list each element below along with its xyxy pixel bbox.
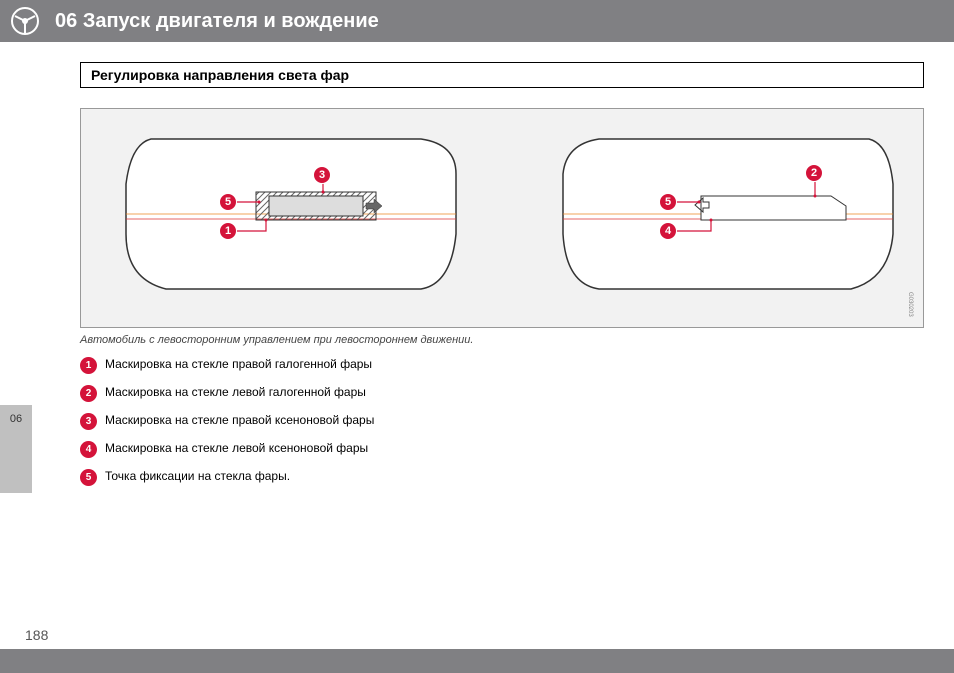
legend-number: 2 — [80, 385, 97, 402]
headlight-diagram: G030203 5 3 1 5 2 4 — [80, 108, 924, 328]
legend-number: 1 — [80, 357, 97, 374]
legend-item: 5 Точка фиксации на стекла фары. — [80, 468, 400, 486]
chapter-title: 06 Запуск двигателя и вождение — [55, 10, 379, 33]
callout-3: 3 — [313, 166, 331, 184]
legend-text: Маскировка на стекле правой ксеноновой ф… — [105, 412, 400, 429]
section-title-box: Регулировка направления света фар — [80, 62, 924, 88]
callout-2: 2 — [805, 164, 823, 182]
steering-wheel-icon — [10, 6, 40, 36]
headlight-left-svg — [111, 124, 471, 314]
legend-text: Маскировка на стекле правой галогенной ф… — [105, 356, 400, 373]
legend-text: Маскировка на стекле левой ксеноновой фа… — [105, 440, 400, 457]
legend-number: 5 — [80, 469, 97, 486]
legend-text: Маскировка на стекле левой галогенной фа… — [105, 384, 400, 401]
legend-item: 1 Маскировка на стекле правой галогенной … — [80, 356, 400, 374]
legend-item: 2 Маскировка на стекле левой галогенной ф… — [80, 384, 400, 402]
headlight-right-svg — [551, 124, 911, 314]
image-reference: G030203 — [907, 292, 913, 317]
footer-bar — [0, 649, 954, 673]
chapter-header: 06 Запуск двигателя и вождение — [0, 0, 954, 42]
page-number: 188 — [25, 627, 48, 643]
chapter-side-tab: 06 — [0, 405, 32, 493]
legend-number: 3 — [80, 413, 97, 430]
callout-5: 5 — [659, 193, 677, 211]
section-title: Регулировка направления света фар — [91, 67, 913, 83]
callout-1: 1 — [219, 222, 237, 240]
legend-number: 4 — [80, 441, 97, 458]
legend-item: 4 Маскировка на стекле левой ксеноновой ф… — [80, 440, 400, 458]
page-content: Регулировка направления света фар — [0, 42, 954, 516]
legend-list: 1 Маскировка на стекле правой галогенной … — [80, 356, 400, 486]
legend-item: 3 Маскировка на стекле правой ксеноновой … — [80, 412, 400, 430]
diagram-caption: Автомобиль с левосторонним управлением п… — [80, 334, 924, 346]
callout-4: 4 — [659, 222, 677, 240]
legend-text: Точка фиксации на стекла фары. — [105, 468, 400, 485]
callout-5: 5 — [219, 193, 237, 211]
